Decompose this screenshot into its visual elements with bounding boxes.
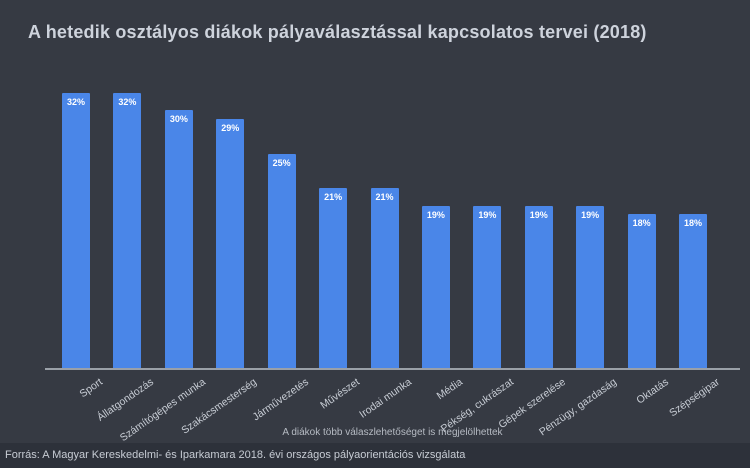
chart-area: 32% 32% 30% 29% 25% 21% 21% 19% 19% 19% 19% 18% 18% … [45,93,740,444]
bar-value-label: 29% [221,122,240,133]
plot-area: 32% 32% 30% 29% 25% 21% 21% 19% 19% 19% 19% 18% 18% [62,93,707,370]
x-axis-label: Oktatás [633,376,671,407]
x-axis-label: Járművezetés [250,376,311,424]
source-footer: Forrás: A Magyar Kereskedelmi- és Iparka… [0,443,750,468]
x-axis-label: Irodai munka [356,376,414,421]
bar: 18% [679,214,707,370]
x-axis-label: Média [434,376,465,403]
bar-value-label: 21% [324,192,343,203]
bar: 19% [421,205,450,370]
bar: 19% [524,205,553,370]
bar: 30% [164,110,193,370]
bar-value-label: 19% [581,209,600,220]
chart-note: A diákok több válaszlehetőséget is megje… [282,427,503,438]
bar-value-label: 18% [632,218,651,229]
bar: 19% [576,205,605,370]
x-axis-label: Szépségipar [667,376,722,420]
bar-value-label: 32% [66,97,85,107]
bar-value-label: 19% [426,209,445,220]
x-axis-baseline [45,368,740,370]
bar-value-label: 30% [169,114,188,125]
bar: 18% [627,214,656,370]
bar: 32% [62,93,90,370]
bar: 19% [473,205,502,370]
bar-value-label: 25% [272,157,291,168]
page-title: A hetedik osztályos diákok pályaválasztá… [28,22,647,42]
bar-value-label: 19% [478,209,497,220]
x-axis-label: Sport [77,376,105,401]
bar-value-label: 32% [118,97,137,107]
x-axis-label: Művészet [318,376,362,412]
bar: 21% [319,188,348,370]
bar: 25% [267,153,296,370]
source-text: Forrás: A Magyar Kereskedelmi- és Iparka… [5,449,466,461]
bar-value-label: 18% [683,218,702,229]
bar: 29% [216,118,245,370]
bar: 32% [113,93,142,370]
bar: 21% [370,188,399,370]
bar-value-label: 19% [529,209,548,220]
bar-value-label: 21% [375,192,394,203]
